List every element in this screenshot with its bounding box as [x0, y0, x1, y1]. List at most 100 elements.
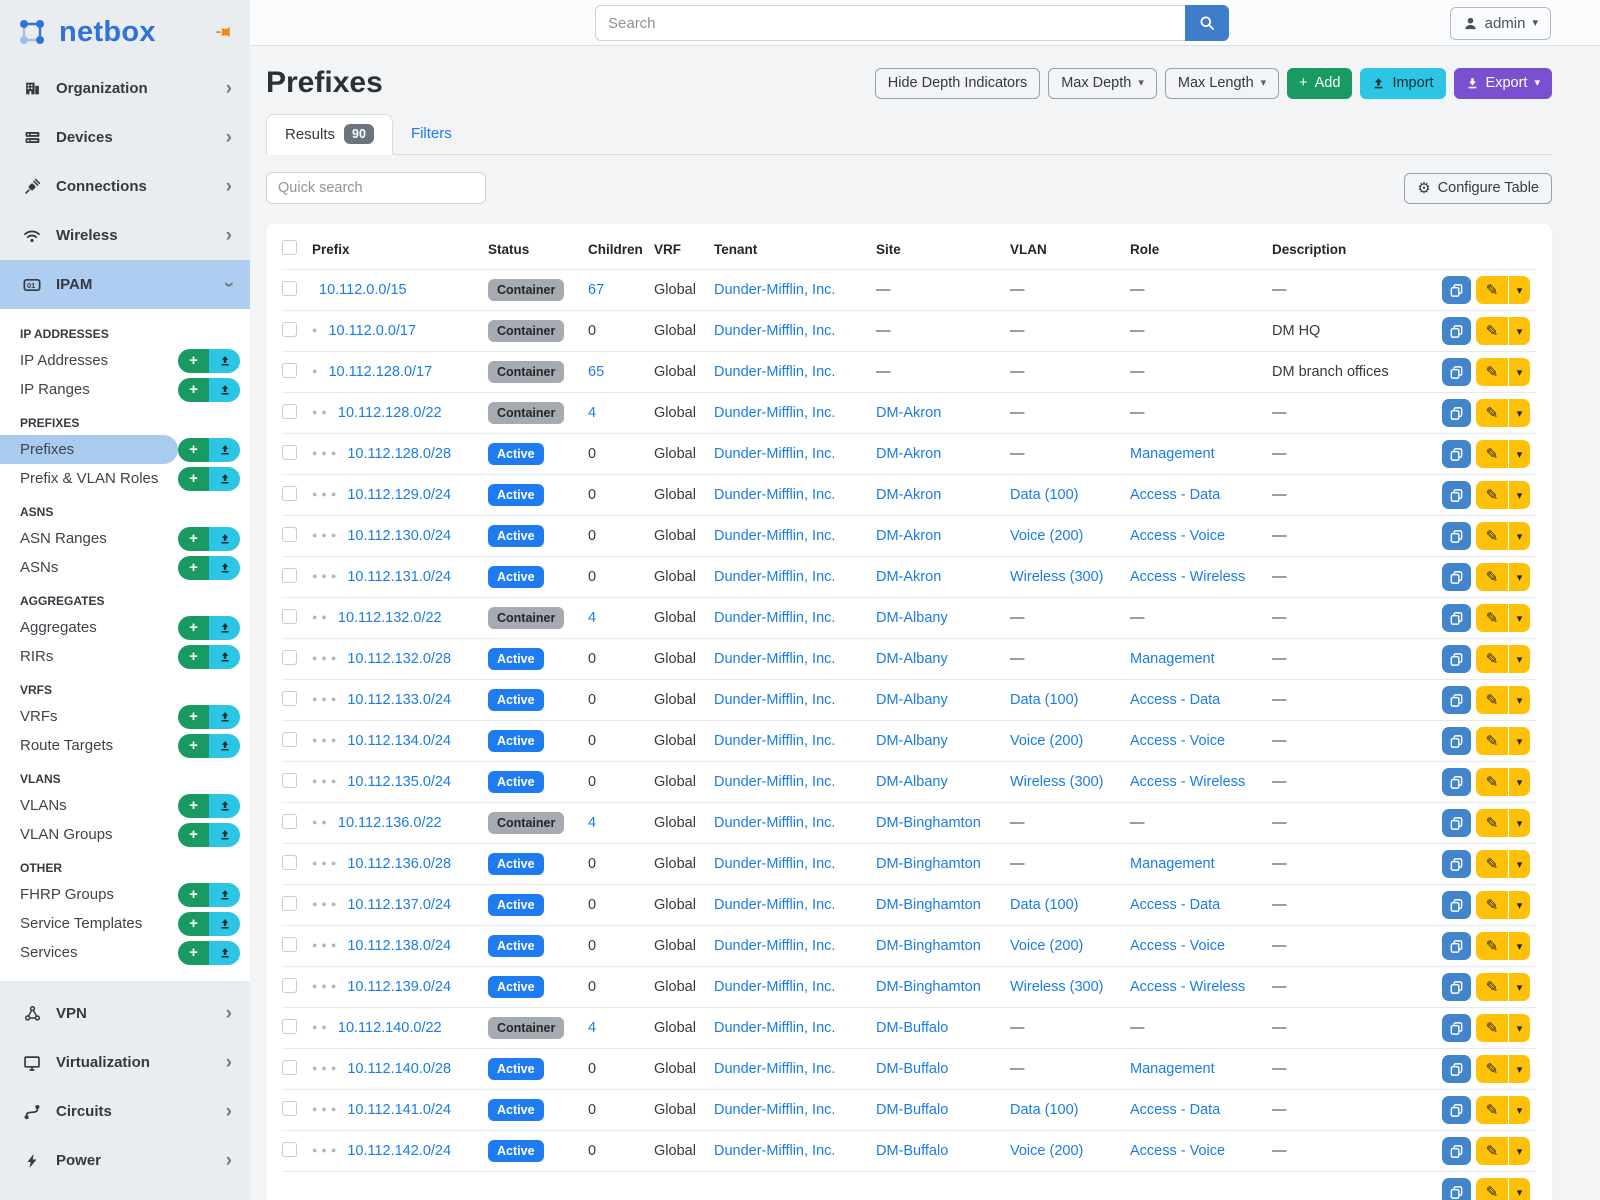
row-checkbox[interactable]	[282, 403, 297, 419]
tenant-link[interactable]: Dunder-Mifflin, Inc.	[714, 405, 836, 421]
children-link[interactable]: 4	[588, 815, 597, 831]
import-button[interactable]	[209, 644, 240, 669]
add-button[interactable]: +	[178, 615, 209, 640]
edit-dropdown-button[interactable]: ▾	[1509, 440, 1530, 468]
row-checkbox[interactable]	[282, 977, 297, 993]
copy-button[interactable]	[1442, 891, 1471, 919]
site-link[interactable]: DM-Binghamton	[876, 979, 981, 995]
children-link[interactable]: 4	[588, 405, 597, 421]
edit-dropdown-button[interactable]: ▾	[1509, 809, 1530, 837]
prefix-link[interactable]: 10.112.142.0/24	[347, 1143, 452, 1159]
edit-dropdown-button[interactable]: ▾	[1509, 1014, 1530, 1042]
copy-button[interactable]	[1442, 276, 1471, 304]
edit-dropdown-button[interactable]: ▾	[1509, 399, 1530, 427]
sidebar-item-circuits[interactable]: Circuits ›	[0, 1087, 250, 1136]
edit-button[interactable]: ✎	[1476, 645, 1508, 673]
prefix-link[interactable]: 10.112.140.0/22	[337, 1020, 442, 1036]
prefix-link[interactable]: 10.112.131.0/24	[347, 569, 452, 585]
site-link[interactable]: DM-Akron	[876, 569, 942, 585]
edit-button[interactable]: ✎	[1476, 481, 1508, 509]
edit-button[interactable]: ✎	[1476, 1014, 1508, 1042]
row-checkbox[interactable]	[282, 321, 297, 337]
add-button[interactable]: +	[178, 882, 209, 907]
role-link[interactable]: Access - Voice	[1130, 938, 1226, 954]
prefix-link[interactable]: 10.112.134.0/24	[347, 733, 452, 749]
sidebar-item-prefixes[interactable]: Prefixes +	[0, 435, 250, 464]
copy-button[interactable]	[1442, 850, 1471, 878]
sidebar-item-wireless[interactable]: Wireless ›	[0, 211, 250, 260]
column-header-vlan[interactable]: VLAN	[1010, 241, 1047, 257]
tenant-link[interactable]: Dunder-Mifflin, Inc.	[714, 323, 836, 339]
copy-button[interactable]	[1442, 1178, 1471, 1200]
tenant-link[interactable]: Dunder-Mifflin, Inc.	[714, 1061, 836, 1077]
row-checkbox[interactable]	[282, 649, 297, 665]
site-link[interactable]: DM-Albany	[876, 651, 948, 667]
row-checkbox[interactable]	[282, 1018, 297, 1034]
copy-button[interactable]	[1442, 768, 1471, 796]
edit-dropdown-button[interactable]: ▾	[1509, 481, 1530, 509]
tenant-link[interactable]: Dunder-Mifflin, Inc.	[714, 733, 836, 749]
hide-depth-indicators-button[interactable]: Hide Depth Indicators	[874, 67, 1041, 99]
tenant-link[interactable]: Dunder-Mifflin, Inc.	[714, 364, 836, 380]
edit-dropdown-button[interactable]: ▾	[1509, 891, 1530, 919]
tenant-link[interactable]: Dunder-Mifflin, Inc.	[714, 897, 836, 913]
tenant-link[interactable]: Dunder-Mifflin, Inc.	[714, 979, 836, 995]
row-checkbox[interactable]	[282, 854, 297, 870]
add-button[interactable]: +	[178, 348, 209, 373]
copy-button[interactable]	[1442, 563, 1471, 591]
sidebar-item-virtualization[interactable]: Virtualization ›	[0, 1038, 250, 1087]
tenant-link[interactable]: Dunder-Mifflin, Inc.	[714, 1020, 836, 1036]
sidebar-item-rirs[interactable]: RIRs +	[0, 642, 250, 671]
copy-button[interactable]	[1442, 1014, 1471, 1042]
edit-dropdown-button[interactable]: ▾	[1509, 973, 1530, 1001]
site-link[interactable]: DM-Akron	[876, 405, 942, 421]
add-button[interactable]: +	[178, 940, 209, 965]
site-link[interactable]: DM-Buffalo	[876, 1143, 949, 1159]
column-header-description[interactable]: Description	[1272, 241, 1347, 257]
import-button[interactable]	[209, 615, 240, 640]
column-header-tenant[interactable]: Tenant	[714, 241, 758, 257]
site-link[interactable]: DM-Buffalo	[876, 1020, 949, 1036]
prefix-link[interactable]: 10.112.138.0/24	[347, 938, 452, 954]
copy-button[interactable]	[1442, 973, 1471, 1001]
column-header-prefix[interactable]: Prefix	[312, 241, 350, 257]
vlan-link[interactable]: Wireless (300)	[1010, 979, 1104, 995]
sidebar-item-prefix-vlan-roles[interactable]: Prefix & VLAN Roles +	[0, 464, 250, 493]
prefix-link[interactable]: 10.112.128.0/28	[347, 446, 452, 462]
row-checkbox[interactable]	[282, 936, 297, 952]
sidebar-item-asn-ranges[interactable]: ASN Ranges +	[0, 524, 250, 553]
copy-button[interactable]	[1442, 399, 1471, 427]
role-link[interactable]: Access - Voice	[1130, 528, 1226, 544]
row-checkbox[interactable]	[282, 280, 297, 296]
add-button[interactable]: +	[178, 733, 209, 758]
role-link[interactable]: Access - Data	[1130, 487, 1221, 503]
import-button[interactable]	[209, 822, 240, 847]
edit-button[interactable]: ✎	[1476, 276, 1508, 304]
vlan-link[interactable]: Voice (200)	[1010, 528, 1084, 544]
import-button[interactable]: Import	[1360, 67, 1446, 99]
pin-icon[interactable]	[216, 24, 232, 40]
edit-dropdown-button[interactable]: ▾	[1509, 850, 1530, 878]
edit-button[interactable]: ✎	[1476, 809, 1508, 837]
site-link[interactable]: DM-Albany	[876, 692, 948, 708]
copy-button[interactable]	[1442, 686, 1471, 714]
edit-dropdown-button[interactable]: ▾	[1509, 727, 1530, 755]
edit-dropdown-button[interactable]: ▾	[1509, 686, 1530, 714]
user-menu-button[interactable]: admin ▾	[1449, 7, 1551, 40]
vlan-link[interactable]: Data (100)	[1010, 897, 1079, 913]
tenant-link[interactable]: Dunder-Mifflin, Inc.	[714, 938, 836, 954]
tenant-link[interactable]: Dunder-Mifflin, Inc.	[714, 774, 836, 790]
prefix-link[interactable]: 10.112.132.0/28	[347, 651, 452, 667]
import-button[interactable]	[209, 555, 240, 580]
row-checkbox[interactable]	[282, 1141, 297, 1157]
copy-button[interactable]	[1442, 440, 1471, 468]
tenant-link[interactable]: Dunder-Mifflin, Inc.	[714, 610, 836, 626]
prefix-link[interactable]: 10.112.139.0/24	[347, 979, 452, 995]
edit-dropdown-button[interactable]: ▾	[1509, 645, 1530, 673]
column-header-children[interactable]: Children	[588, 241, 643, 257]
tenant-link[interactable]: Dunder-Mifflin, Inc.	[714, 692, 836, 708]
prefix-link[interactable]: 10.112.128.0/17	[328, 364, 433, 380]
edit-dropdown-button[interactable]: ▾	[1509, 358, 1530, 386]
row-checkbox[interactable]	[282, 485, 297, 501]
tenant-link[interactable]: Dunder-Mifflin, Inc.	[714, 446, 836, 462]
